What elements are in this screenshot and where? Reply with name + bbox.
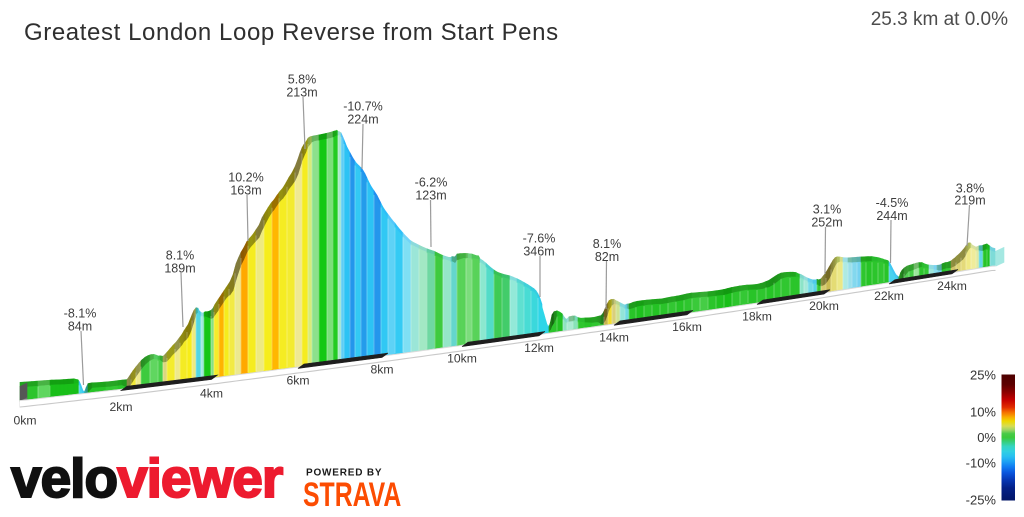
svg-text:5.8%: 5.8%: [288, 73, 317, 87]
svg-text:0%: 0%: [977, 430, 996, 445]
svg-text:346m: 346m: [523, 245, 554, 259]
svg-text:2km: 2km: [109, 400, 132, 414]
svg-text:224m: 224m: [347, 113, 378, 127]
svg-text:-10%: -10%: [966, 456, 997, 471]
svg-text:0km: 0km: [13, 414, 36, 428]
svg-text:-8.1%: -8.1%: [64, 307, 97, 321]
svg-text:POWERED BY: POWERED BY: [306, 468, 382, 479]
svg-text:25%: 25%: [970, 368, 996, 383]
svg-text:10.2%: 10.2%: [228, 171, 263, 185]
svg-text:-4.5%: -4.5%: [876, 196, 909, 210]
svg-text:18km: 18km: [742, 310, 772, 324]
svg-text:16km: 16km: [672, 320, 702, 334]
svg-text:Greatest London Loop Reverse f: Greatest London Loop Reverse from Start …: [24, 19, 559, 46]
svg-text:82m: 82m: [595, 250, 619, 264]
svg-text:189m: 189m: [164, 262, 195, 276]
svg-text:24km: 24km: [937, 279, 967, 293]
svg-text:20km: 20km: [809, 299, 839, 313]
svg-text:3.1%: 3.1%: [813, 203, 842, 217]
svg-text:25.3 km at 0.0%: 25.3 km at 0.0%: [871, 9, 1008, 30]
svg-text:14km: 14km: [599, 330, 629, 344]
svg-text:3.8%: 3.8%: [956, 182, 985, 196]
svg-text:10%: 10%: [970, 405, 996, 420]
svg-text:-10.7%: -10.7%: [343, 100, 383, 114]
svg-text:8.1%: 8.1%: [166, 249, 195, 263]
svg-text:163m: 163m: [230, 184, 261, 198]
svg-text:6km: 6km: [286, 374, 309, 388]
svg-text:STRAVA: STRAVA: [303, 476, 401, 512]
svg-text:123m: 123m: [415, 189, 446, 203]
svg-text:4km: 4km: [200, 386, 223, 400]
svg-text:-6.2%: -6.2%: [415, 176, 448, 190]
svg-text:252m: 252m: [811, 216, 842, 230]
svg-text:veloviewer: veloviewer: [11, 447, 283, 509]
svg-text:-25%: -25%: [966, 493, 997, 508]
svg-text:8km: 8km: [370, 363, 393, 377]
svg-text:-7.6%: -7.6%: [523, 232, 556, 246]
svg-text:22km: 22km: [874, 289, 904, 303]
svg-text:8.1%: 8.1%: [593, 237, 622, 251]
svg-text:12km: 12km: [524, 341, 554, 355]
svg-text:10km: 10km: [447, 352, 477, 366]
svg-text:213m: 213m: [286, 86, 317, 100]
svg-text:84m: 84m: [68, 320, 92, 334]
svg-text:219m: 219m: [954, 194, 985, 208]
svg-text:244m: 244m: [876, 209, 907, 223]
